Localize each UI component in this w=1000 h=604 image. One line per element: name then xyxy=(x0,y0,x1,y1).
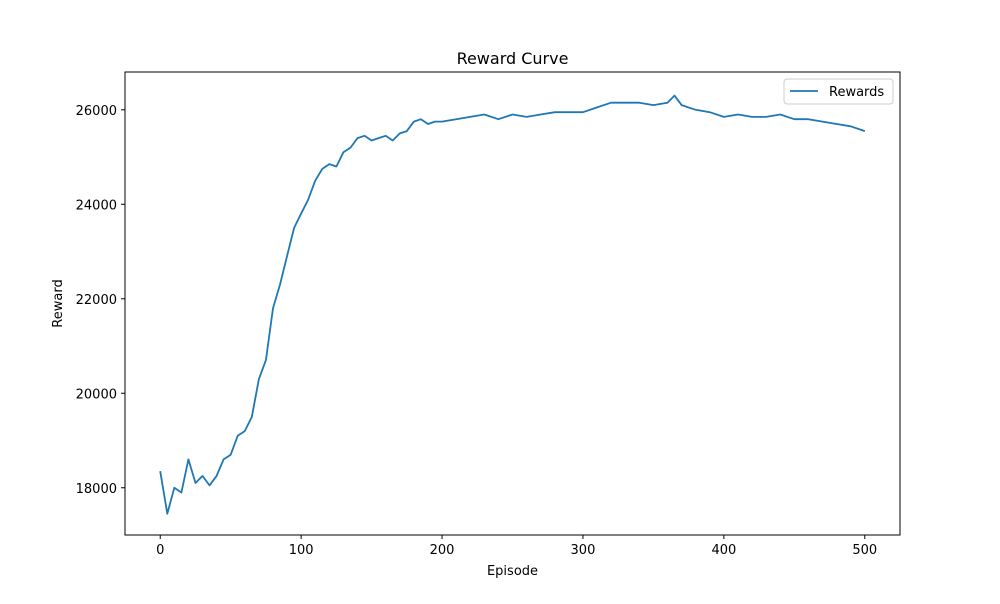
y-axis-title: Reward xyxy=(51,279,66,327)
chart-title: Reward Curve xyxy=(457,49,569,68)
x-tick-label: 0 xyxy=(156,543,164,558)
y-tick-label: 18000 xyxy=(76,482,117,497)
axis-ticks: 0 100 200 300 400 500 18000 20000 22000 24000 2600… xyxy=(76,104,878,558)
legend-box xyxy=(783,78,894,105)
x-tick-label: 100 xyxy=(289,543,314,558)
x-tick-label: 200 xyxy=(430,543,455,558)
y-tick-label: 24000 xyxy=(76,198,117,213)
series-lines xyxy=(159,94,866,515)
series-line-rewards xyxy=(159,94,866,515)
legend-label-rewards: Rewards xyxy=(829,85,884,100)
x-tick-label: 300 xyxy=(571,543,596,558)
x-tick-label: 500 xyxy=(852,543,877,558)
y-tick-label: 22000 xyxy=(76,293,117,308)
plot-frame xyxy=(124,71,901,536)
y-tick-label: 20000 xyxy=(76,387,117,402)
x-tick-label: 400 xyxy=(711,543,736,558)
legend: Rewards xyxy=(783,78,894,105)
x-axis-title: Episode xyxy=(487,564,538,579)
y-tick-label: 26000 xyxy=(76,104,117,119)
